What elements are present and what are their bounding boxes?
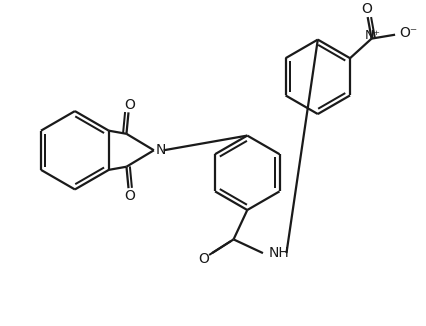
- Text: O⁻: O⁻: [400, 26, 418, 40]
- Text: O: O: [199, 252, 210, 266]
- Text: O: O: [124, 189, 135, 203]
- Text: N⁺: N⁺: [365, 29, 380, 42]
- Text: O: O: [124, 97, 135, 111]
- Text: NH: NH: [268, 246, 289, 260]
- Text: N: N: [155, 143, 166, 157]
- Text: O: O: [361, 2, 372, 16]
